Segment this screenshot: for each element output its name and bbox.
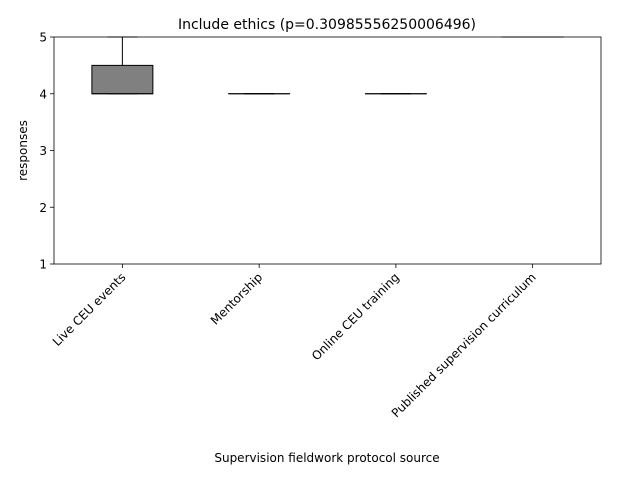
y-tick-label: 2 [39,201,47,215]
x-tick-label: Published supervision curriculum [389,270,539,420]
y-axis-label: responses [16,120,30,181]
x-axis: Live CEU events Mentorship Online CEU trai… [50,264,539,420]
x-tick-label: Online CEU training [309,270,402,363]
iqr-box [91,64,154,95]
chart-title: Include ethics (p=0.30985556250006496) [178,17,476,33]
x-tick-label: Live CEU events [50,270,129,349]
y-tick-label: 1 [39,258,47,272]
box-1 [91,36,154,95]
x-axis-label: Supervision fieldwork protocol source [214,451,439,465]
x-tick-label: Mentorship [208,270,265,327]
y-tick-label: 3 [39,144,47,158]
y-tick-label: 4 [39,87,47,101]
y-tick-label: 5 [39,31,47,45]
plot-area [91,36,564,95]
y-axis: 1 2 3 4 5 [39,31,54,272]
